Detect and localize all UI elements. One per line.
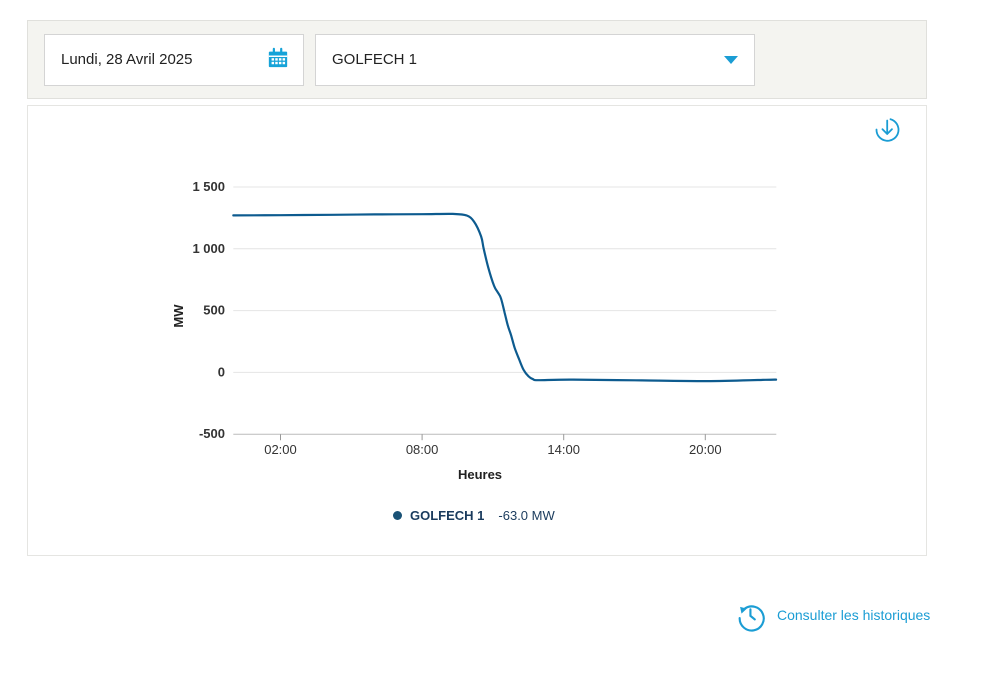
svg-text:08:00: 08:00	[406, 442, 439, 457]
svg-text:1 000: 1 000	[192, 241, 225, 256]
svg-text:02:00: 02:00	[264, 442, 297, 457]
svg-text:500: 500	[203, 303, 225, 318]
svg-text:14:00: 14:00	[547, 442, 580, 457]
svg-text:MW: MW	[171, 304, 186, 328]
svg-text:20:00: 20:00	[689, 442, 722, 457]
svg-text:0: 0	[218, 364, 225, 379]
svg-text:1 500: 1 500	[192, 179, 225, 194]
svg-text:-500: -500	[199, 426, 225, 441]
svg-text:Heures: Heures	[458, 467, 502, 482]
